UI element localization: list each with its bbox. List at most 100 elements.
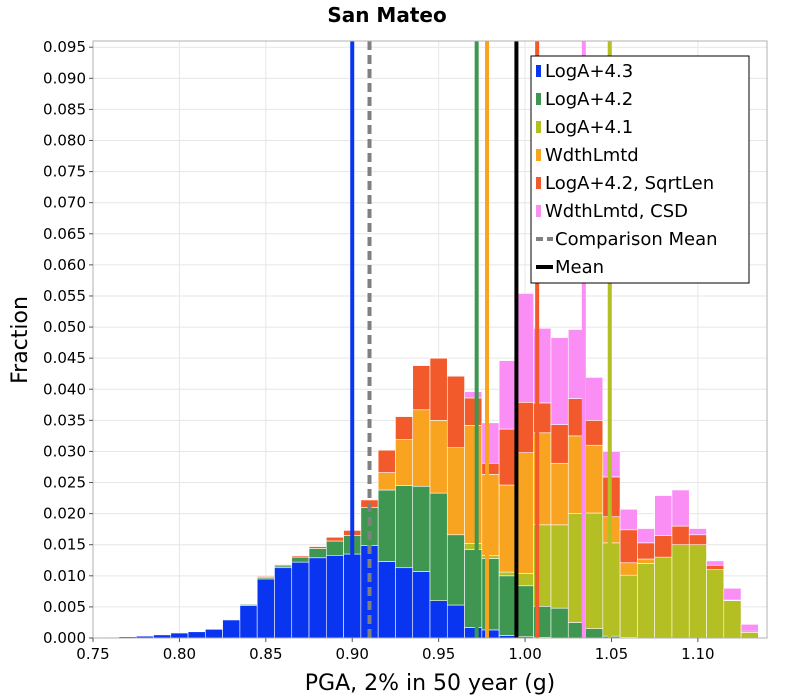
- histogram-bar: [550, 337, 569, 425]
- histogram-bar: [256, 576, 275, 578]
- x-tick-label: 0.95: [422, 645, 455, 663]
- y-tick-label: 0.035: [43, 411, 86, 429]
- histogram-bar: [516, 402, 534, 453]
- histogram-bar: [205, 628, 223, 639]
- histogram-bar: [377, 472, 396, 491]
- legend-label: LogA+4.2, SqrtLen: [545, 173, 714, 194]
- histogram-bar: [429, 600, 448, 639]
- histogram-bar: [516, 585, 534, 638]
- histogram-bar: [222, 619, 241, 639]
- legend-box: [530, 55, 750, 284]
- histogram-bar: [688, 528, 707, 536]
- histogram-bar: [429, 357, 448, 359]
- legend-label: WdthLmtd: [545, 145, 639, 166]
- histogram-bar: [637, 528, 655, 544]
- histogram-bar: [274, 564, 293, 567]
- histogram-bar: [412, 571, 431, 639]
- histogram-bar: [498, 575, 517, 636]
- histogram-bar: [550, 607, 569, 639]
- histogram-bar: [446, 534, 465, 606]
- histogram-bar: [377, 449, 396, 473]
- histogram-bar: [585, 377, 604, 421]
- histogram-bar: [637, 558, 655, 564]
- y-tick-label: 0.090: [43, 69, 86, 87]
- histogram-bar: [446, 604, 465, 639]
- histogram-bar: [723, 587, 742, 601]
- histogram-bar: [326, 536, 344, 542]
- y-tick-label: 0.085: [43, 100, 86, 118]
- histogram-bar: [464, 627, 483, 639]
- histogram-bar: [654, 535, 673, 558]
- x-tick-label: 1.00: [508, 645, 541, 663]
- histogram-bar: [619, 529, 638, 564]
- histogram-bar: [395, 416, 414, 440]
- histogram-bar: [498, 428, 517, 486]
- legend-swatch: [536, 93, 541, 105]
- legend-swatch: [536, 205, 541, 217]
- histogram-bar: [377, 561, 396, 639]
- histogram-bar: [637, 542, 655, 560]
- histogram-bar: [412, 409, 431, 487]
- histogram-bar: [481, 558, 500, 631]
- x-tick-label: 0.90: [336, 645, 369, 663]
- histogram-bar: [326, 554, 344, 639]
- histogram-bar: [516, 293, 534, 403]
- histogram-bar: [239, 604, 258, 606]
- histogram-bar: [446, 375, 465, 377]
- legend-label: WdthLmtd, CSD: [545, 201, 688, 222]
- histogram-bar: [291, 556, 310, 563]
- histogram-bars: [101, 293, 776, 639]
- x-tick-label: 0.80: [163, 645, 196, 663]
- histogram-bar: [308, 557, 327, 639]
- x-tick-label: 0.85: [249, 645, 282, 663]
- histogram-bar: [481, 422, 500, 464]
- legend-swatch: [536, 149, 541, 161]
- y-tick-label: 0.065: [43, 225, 86, 243]
- histogram-bar: [516, 573, 534, 587]
- histogram-bar: [706, 560, 725, 566]
- histogram-bar: [688, 534, 707, 546]
- histogram-bar: [429, 492, 448, 601]
- histogram-bar: [688, 544, 707, 639]
- histogram-bar: [706, 564, 725, 570]
- y-tick-label: 0.020: [43, 505, 86, 523]
- legend-swatch: [536, 121, 541, 133]
- histogram-bar: [256, 578, 275, 639]
- histogram-bar: [706, 569, 725, 639]
- y-tick-label: 0.015: [43, 536, 86, 554]
- histogram-bar: [326, 540, 344, 556]
- histogram-bar: [585, 420, 604, 446]
- histogram-bar: [740, 624, 759, 632]
- histogram-bar: [239, 605, 258, 639]
- histogram-bar: [446, 447, 465, 536]
- histogram-bar: [481, 462, 500, 475]
- histogram-bar: [585, 512, 604, 629]
- histogram-bar: [498, 360, 517, 430]
- histogram-bar: [395, 485, 414, 569]
- y-tick-label: 0.070: [43, 194, 86, 212]
- legend-label: LogA+4.2: [545, 89, 633, 110]
- histogram-bar: [619, 508, 638, 531]
- y-tick-label: 0.055: [43, 287, 86, 305]
- histogram-bar: [429, 420, 448, 494]
- y-tick-label: 0.045: [43, 349, 86, 367]
- histogram-bar: [464, 543, 483, 550]
- x-axis-ticks: 0.75 0.80 0.85 0.90 0.95 1.00 1.05 1.10: [76, 638, 715, 663]
- x-tick-label: 0.75: [76, 645, 109, 663]
- histogram-bar: [723, 600, 742, 639]
- histogram-bar: [395, 439, 414, 486]
- y-tick-label: 0.000: [43, 629, 86, 647]
- chart-title: San Mateo: [327, 3, 446, 27]
- x-axis-label: PGA, 2% in 50 year (g): [305, 671, 556, 696]
- histogram-bar: [498, 484, 517, 573]
- histogram-bar: [429, 357, 448, 421]
- histogram-bar: [308, 548, 327, 559]
- histogram-bar: [585, 444, 604, 514]
- y-tick-label: 0.075: [43, 163, 86, 181]
- histogram-bar: [740, 632, 759, 639]
- plot-frame: [92, 40, 768, 639]
- histogram-bar: [170, 632, 189, 639]
- histogram-bar: [274, 567, 293, 639]
- histogram-bar: [498, 571, 517, 577]
